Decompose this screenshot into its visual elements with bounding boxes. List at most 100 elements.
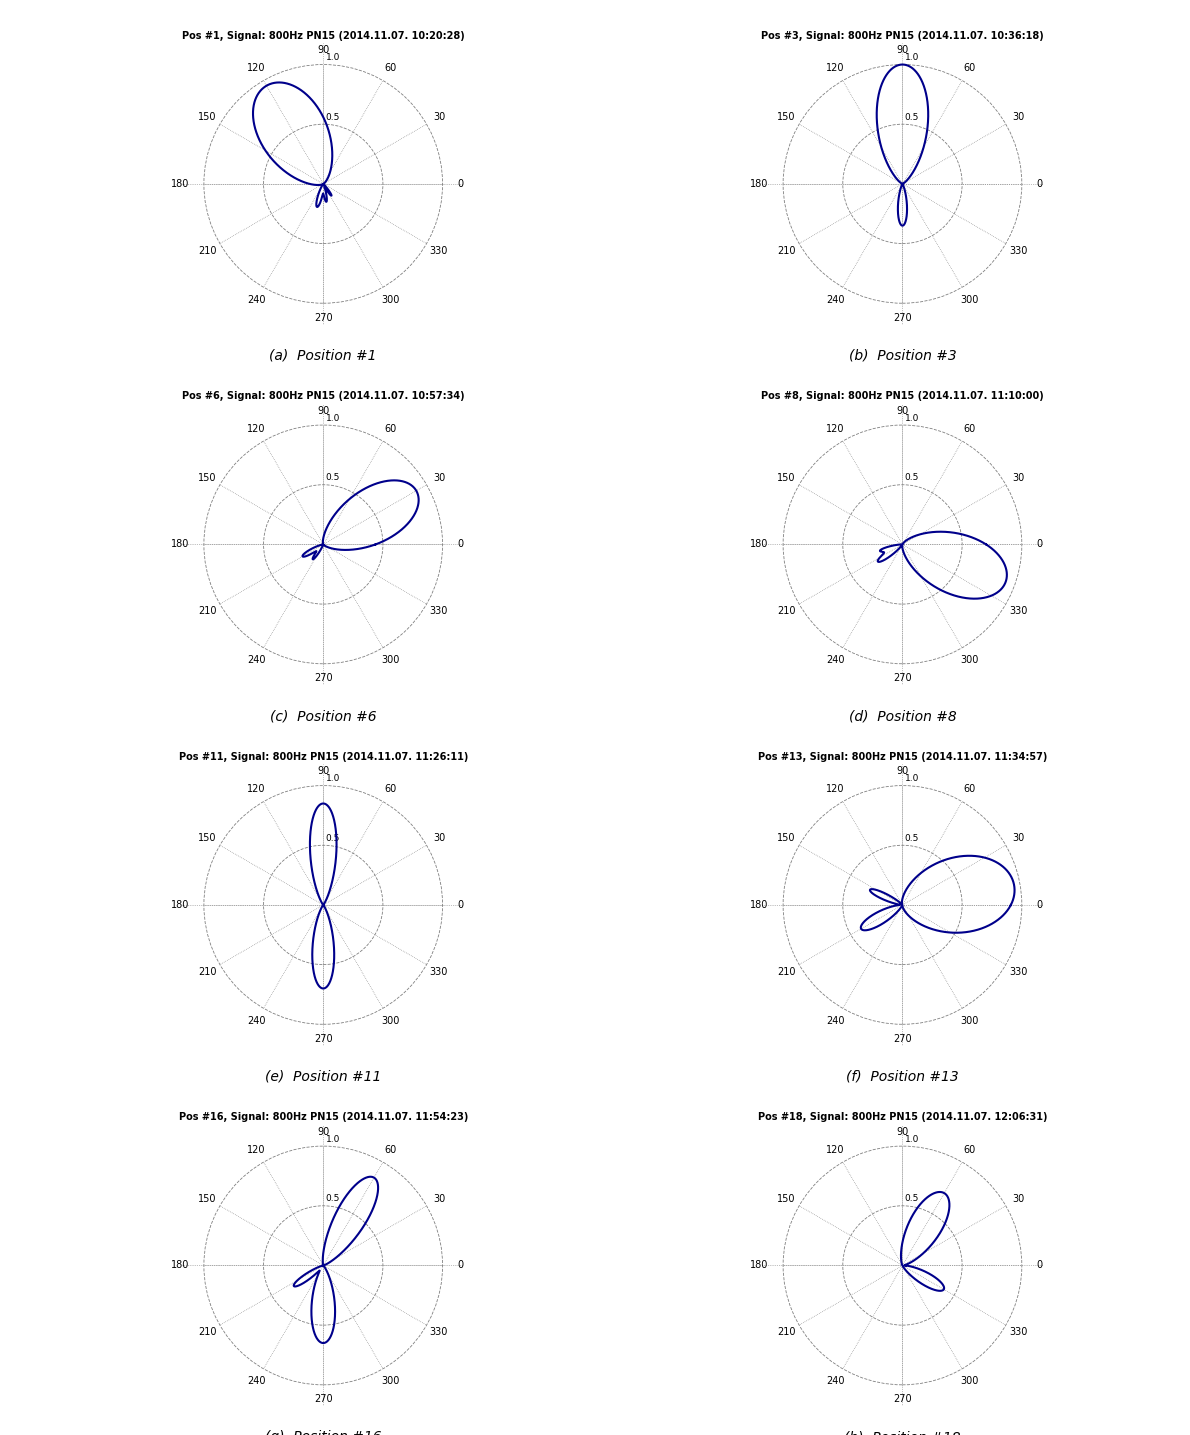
Text: 240: 240	[248, 656, 265, 666]
Text: 90: 90	[896, 1126, 909, 1137]
Text: 210: 210	[777, 245, 796, 255]
Text: 60: 60	[384, 423, 396, 433]
Text: 150: 150	[199, 472, 217, 482]
Text: (c)  Position #6: (c) Position #6	[270, 709, 376, 723]
Text: (g)  Position #16: (g) Position #16	[265, 1431, 382, 1435]
Text: 330: 330	[430, 967, 449, 977]
Text: 90: 90	[896, 46, 909, 55]
Text: 180: 180	[171, 900, 189, 910]
Text: (e)  Position #11: (e) Position #11	[265, 1069, 382, 1083]
Text: 270: 270	[894, 673, 912, 683]
Text: 330: 330	[1009, 967, 1027, 977]
Text: 0.5: 0.5	[904, 1194, 919, 1204]
Text: 90: 90	[317, 46, 330, 55]
Text: 300: 300	[960, 1016, 978, 1026]
Text: 330: 330	[1009, 245, 1027, 255]
Text: 0: 0	[1036, 179, 1042, 189]
Text: 300: 300	[381, 656, 400, 666]
Text: 150: 150	[777, 834, 796, 844]
Text: 180: 180	[751, 1260, 769, 1270]
Text: 270: 270	[314, 1395, 332, 1403]
Text: 210: 210	[199, 606, 217, 616]
Text: 0: 0	[457, 900, 463, 910]
Text: 240: 240	[826, 656, 845, 666]
Title: Pos #13, Signal: 800Hz PN15 (2014.11.07. 11:34:57): Pos #13, Signal: 800Hz PN15 (2014.11.07.…	[758, 752, 1047, 762]
Text: 0.5: 0.5	[326, 113, 340, 122]
Text: 300: 300	[381, 294, 400, 304]
Text: 120: 120	[248, 784, 265, 794]
Text: 300: 300	[960, 1376, 978, 1386]
Text: 120: 120	[826, 63, 845, 73]
Text: 150: 150	[777, 112, 796, 122]
Text: 150: 150	[199, 834, 217, 844]
Text: 150: 150	[199, 1194, 217, 1204]
Title: Pos #8, Signal: 800Hz PN15 (2014.11.07. 11:10:00): Pos #8, Signal: 800Hz PN15 (2014.11.07. …	[762, 392, 1044, 402]
Text: 0.5: 0.5	[326, 1194, 340, 1204]
Text: 30: 30	[1013, 112, 1025, 122]
Text: 1.0: 1.0	[904, 1135, 919, 1144]
Text: 1.0: 1.0	[326, 53, 340, 62]
Text: 150: 150	[777, 472, 796, 482]
Text: 330: 330	[430, 606, 449, 616]
Text: 90: 90	[896, 406, 909, 416]
Text: 300: 300	[381, 1376, 400, 1386]
Text: 60: 60	[384, 784, 396, 794]
Text: (d)  Position #8: (d) Position #8	[848, 709, 957, 723]
Text: 30: 30	[1013, 472, 1025, 482]
Text: 1.0: 1.0	[326, 775, 340, 784]
Text: 330: 330	[1009, 606, 1027, 616]
Text: 120: 120	[248, 63, 265, 73]
Text: (f)  Position #13: (f) Position #13	[846, 1069, 959, 1083]
Text: 240: 240	[826, 294, 845, 304]
Text: 60: 60	[384, 1145, 396, 1155]
Text: 90: 90	[896, 766, 909, 776]
Text: 0: 0	[457, 540, 463, 550]
Text: 330: 330	[430, 245, 449, 255]
Text: (b)  Position #3: (b) Position #3	[848, 349, 957, 363]
Text: 1.0: 1.0	[326, 1135, 340, 1144]
Text: 210: 210	[777, 1327, 796, 1337]
Text: 0.5: 0.5	[904, 834, 919, 842]
Text: 180: 180	[751, 900, 769, 910]
Text: 210: 210	[777, 606, 796, 616]
Text: 120: 120	[826, 1145, 845, 1155]
Title: Pos #11, Signal: 800Hz PN15 (2014.11.07. 11:26:11): Pos #11, Signal: 800Hz PN15 (2014.11.07.…	[178, 752, 468, 762]
Text: 300: 300	[960, 656, 978, 666]
Text: 30: 30	[1013, 1194, 1025, 1204]
Text: 90: 90	[317, 766, 330, 776]
Text: 30: 30	[433, 1194, 445, 1204]
Text: 30: 30	[433, 834, 445, 844]
Title: Pos #1, Signal: 800Hz PN15 (2014.11.07. 10:20:28): Pos #1, Signal: 800Hz PN15 (2014.11.07. …	[182, 32, 464, 40]
Text: 240: 240	[248, 294, 265, 304]
Text: 180: 180	[751, 179, 769, 189]
Text: 270: 270	[894, 1033, 912, 1043]
Text: 0: 0	[1036, 900, 1042, 910]
Text: 300: 300	[381, 1016, 400, 1026]
Text: 120: 120	[248, 1145, 265, 1155]
Text: 210: 210	[199, 1327, 217, 1337]
Text: 270: 270	[894, 313, 912, 323]
Text: 0.5: 0.5	[326, 474, 340, 482]
Text: 180: 180	[171, 179, 189, 189]
Text: 0.5: 0.5	[904, 474, 919, 482]
Text: 0: 0	[457, 179, 463, 189]
Text: 60: 60	[384, 63, 396, 73]
Text: 150: 150	[199, 112, 217, 122]
Text: 270: 270	[314, 673, 332, 683]
Text: 0: 0	[1036, 1260, 1042, 1270]
Text: 120: 120	[826, 423, 845, 433]
Text: 1.0: 1.0	[904, 775, 919, 784]
Text: 60: 60	[963, 63, 976, 73]
Text: 270: 270	[894, 1395, 912, 1403]
Text: 270: 270	[314, 313, 332, 323]
Text: 60: 60	[963, 784, 976, 794]
Title: Pos #16, Signal: 800Hz PN15 (2014.11.07. 11:54:23): Pos #16, Signal: 800Hz PN15 (2014.11.07.…	[178, 1112, 468, 1122]
Text: 180: 180	[751, 540, 769, 550]
Text: 180: 180	[171, 1260, 189, 1270]
Text: 1.0: 1.0	[326, 413, 340, 423]
Text: 30: 30	[1013, 834, 1025, 844]
Title: Pos #3, Signal: 800Hz PN15 (2014.11.07. 10:36:18): Pos #3, Signal: 800Hz PN15 (2014.11.07. …	[762, 32, 1044, 40]
Text: 270: 270	[314, 1033, 332, 1043]
Text: 60: 60	[963, 1145, 976, 1155]
Text: 210: 210	[199, 245, 217, 255]
